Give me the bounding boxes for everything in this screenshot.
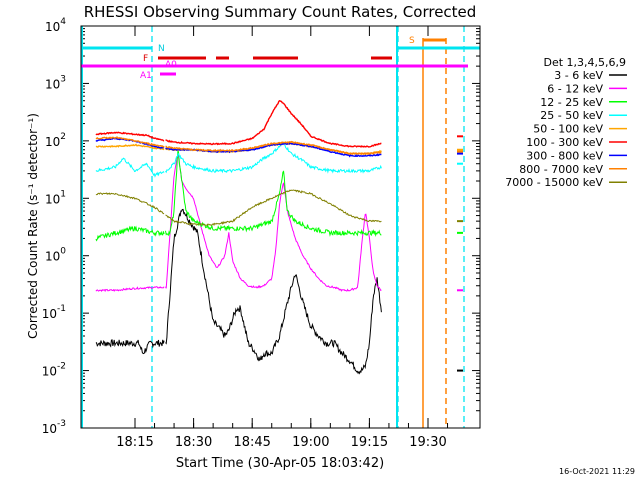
y-tick-label: 103 — [45, 74, 66, 91]
series-line-2 — [95, 225, 165, 242]
series-line-1 — [165, 152, 382, 292]
chart-title: RHESSI Observing Summary Count Rates, Co… — [84, 3, 477, 21]
legend-label: 800 - 7000 keV — [519, 163, 603, 176]
legend-label: 6 - 12 keV — [547, 82, 603, 95]
series-lines — [95, 100, 463, 375]
x-tick-label: 19:15 — [351, 435, 388, 450]
annotation-n: N — [158, 44, 165, 54]
series-line-3 — [165, 141, 382, 174]
series-line-8 — [95, 192, 165, 215]
y-tick-label: 104 — [45, 17, 66, 34]
annotation-f: F — [143, 54, 148, 64]
annotation-s: S — [409, 36, 415, 46]
legend-label: 7000 - 15000 keV — [505, 176, 603, 189]
y-tick-label: 101 — [45, 189, 66, 206]
x-axis-label: Start Time (30-Apr-05 18:03:42) — [176, 456, 384, 471]
x-tick-labels: 18:15 18:30 18:45 19:00 19:15 19:30 — [116, 435, 446, 450]
x-tick-label: 19:30 — [409, 435, 446, 450]
series-line-0 — [165, 208, 382, 375]
legend-label: 50 - 100 keV — [533, 123, 603, 136]
annotation-a0: A0 — [165, 60, 177, 70]
x-tick-label: 18:15 — [116, 435, 153, 450]
legend-label: 12 - 25 keV — [540, 96, 603, 109]
series-line-8 — [165, 189, 382, 226]
y-tick-label: 10-2 — [42, 362, 66, 379]
series-line-7 — [165, 140, 382, 156]
legend-label: 300 - 800 keV — [526, 149, 603, 162]
x-ticks — [134, 26, 449, 428]
series-line-0 — [95, 339, 165, 355]
series-line-1 — [95, 286, 165, 293]
annotation-a1: A1 — [140, 71, 152, 81]
attenuator-markers: NF A1 A0 S — [81, 26, 480, 428]
y-tick-label: 102 — [45, 132, 66, 149]
series-line-2 — [165, 149, 382, 238]
y-tick-label: 10-3 — [42, 419, 66, 436]
timestamp: 16-Oct-2021 11:29 — [559, 467, 635, 476]
legend-title: Det 1,3,4,5,6,9 — [543, 56, 626, 69]
y-tick-label: 100 — [45, 247, 66, 264]
x-tick-label: 18:30 — [175, 435, 212, 450]
plot-frame — [80, 25, 481, 429]
legend-label: 25 - 50 keV — [540, 109, 603, 122]
x-tick-label: 18:45 — [233, 435, 270, 450]
legend-label: 100 - 300 keV — [526, 136, 603, 149]
series-line-3 — [95, 157, 165, 178]
x-tick-label: 19:00 — [292, 435, 329, 450]
y-tick-labels: 10-3 10-2 10-1 100 101 102 103 104 — [42, 17, 480, 436]
y-axis-label: Corrected Count Rate (s⁻¹ detector⁻¹) — [26, 113, 40, 339]
series-line-5 — [95, 131, 165, 142]
legend-label: 3 - 6 keV — [554, 69, 603, 82]
y-tick-label: 10-1 — [42, 304, 66, 321]
series-line-7 — [95, 136, 165, 148]
series-line-5 — [165, 100, 382, 148]
series-line-4 — [95, 143, 165, 151]
